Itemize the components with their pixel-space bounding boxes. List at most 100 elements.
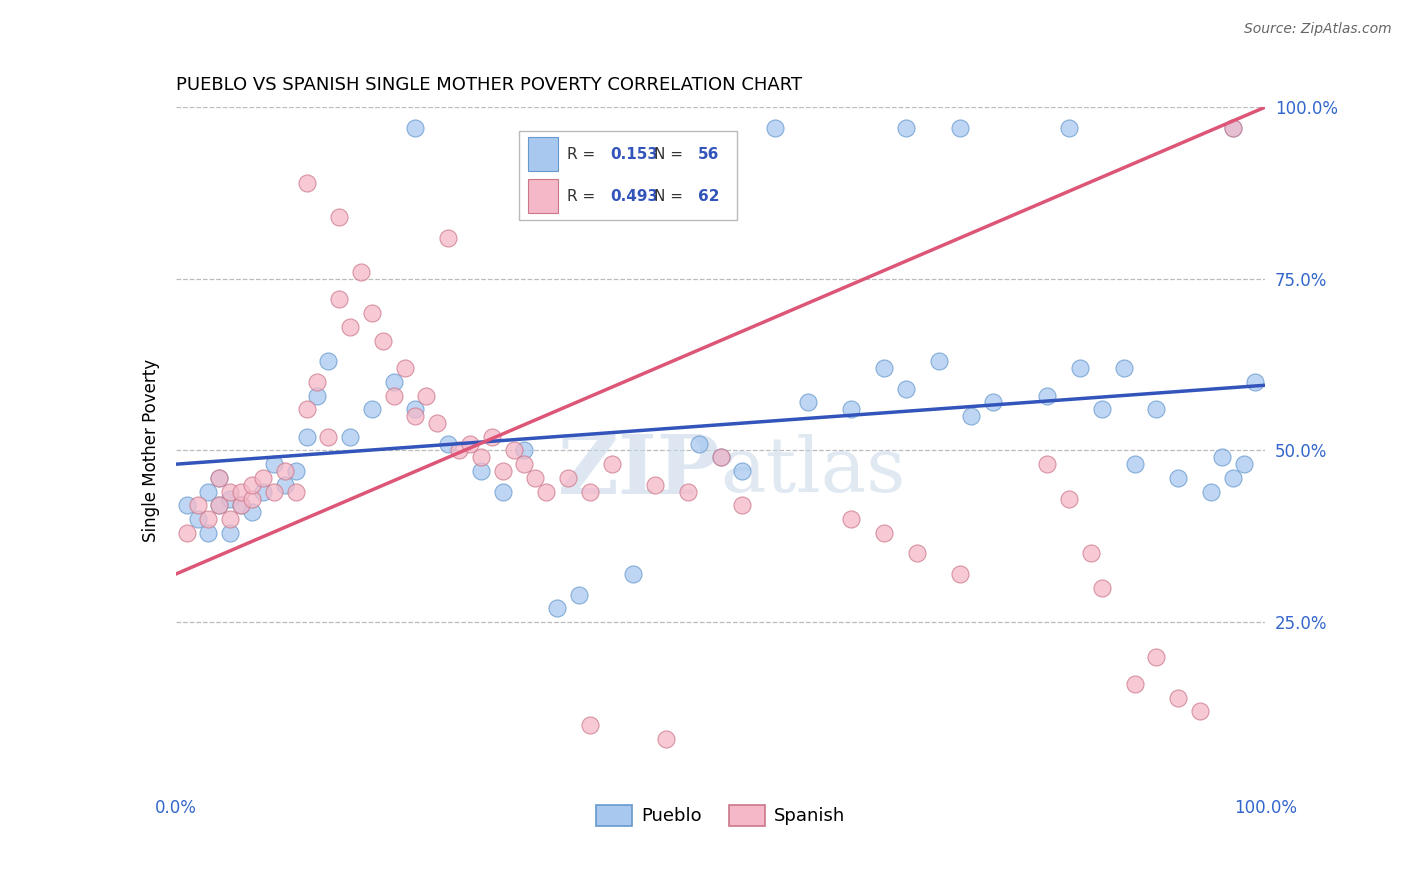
Point [546,601,568,615]
Point [688,436,710,450]
Point [1243,375,1265,389]
Point [295,402,318,417]
Point [263,457,285,471]
Text: ZIP: ZIP [558,431,721,511]
Point [240,505,263,519]
Point [1091,402,1114,417]
Point [231,484,253,499]
Point [1080,546,1102,561]
Legend: Pueblo, Spanish: Pueblo, Spanish [589,797,852,833]
Point [394,361,416,376]
Point [382,388,405,402]
Point [731,464,754,478]
Point [905,546,928,561]
Point [1144,402,1167,417]
Point [458,436,481,450]
Point [579,718,602,732]
Point [219,491,242,506]
Text: Source: ZipAtlas.com: Source: ZipAtlas.com [1244,22,1392,37]
Point [307,375,329,389]
Point [1167,690,1189,705]
Point [1123,677,1146,691]
Point [1069,361,1091,376]
Point [796,395,818,409]
Point [600,457,623,471]
Point [949,567,972,582]
Point [240,491,263,506]
Point [524,471,547,485]
Point [360,306,382,320]
Point [841,402,863,417]
Point [382,375,405,389]
Point [1144,649,1167,664]
Point [1222,120,1244,135]
Point [492,484,515,499]
Point [405,402,427,417]
Point [219,512,242,526]
Point [1167,471,1189,485]
Point [186,512,209,526]
FancyBboxPatch shape [527,179,558,213]
Point [219,484,242,499]
Point [405,409,427,423]
Point [1222,120,1244,135]
Point [208,499,231,513]
Point [676,484,699,499]
Text: 56: 56 [697,147,718,161]
FancyBboxPatch shape [519,131,737,220]
Point [252,471,274,485]
Point [894,382,917,396]
Point [318,430,340,444]
Text: 0.153: 0.153 [610,147,658,161]
Point [208,471,231,485]
Point [1211,450,1233,465]
Text: R =: R = [567,147,600,161]
Point [655,731,678,746]
Point [1057,491,1080,506]
Point [481,430,503,444]
Point [1232,457,1256,471]
Point [437,230,460,244]
Point [186,499,209,513]
Text: R =: R = [567,189,600,203]
Point [339,430,361,444]
Point [252,484,274,499]
Point [415,388,437,402]
Point [1222,471,1244,485]
Point [1036,388,1059,402]
Point [470,464,492,478]
Point [894,120,917,135]
Point [470,450,492,465]
Point [437,436,460,450]
Point [371,334,394,348]
Point [284,484,307,499]
Point [208,499,231,513]
Point [1112,361,1135,376]
Text: 62: 62 [697,189,720,203]
Point [960,409,983,423]
Point [307,388,329,402]
Point [492,464,515,478]
Point [176,525,198,540]
Point [502,443,524,458]
Point [1036,457,1059,471]
FancyBboxPatch shape [527,137,558,171]
Point [1123,457,1146,471]
Point [295,430,318,444]
Point [579,484,602,499]
Point [328,293,350,307]
Point [219,525,242,540]
Text: N =: N = [654,147,688,161]
Text: PUEBLO VS SPANISH SINGLE MOTHER POVERTY CORRELATION CHART: PUEBLO VS SPANISH SINGLE MOTHER POVERTY … [176,77,801,95]
Point [731,499,754,513]
Point [197,525,219,540]
Point [208,471,231,485]
Point [1091,581,1114,595]
Point [447,443,470,458]
Point [1057,120,1080,135]
Point [176,499,198,513]
Point [1189,705,1212,719]
Point [763,120,786,135]
Point [644,478,666,492]
Point [873,525,896,540]
